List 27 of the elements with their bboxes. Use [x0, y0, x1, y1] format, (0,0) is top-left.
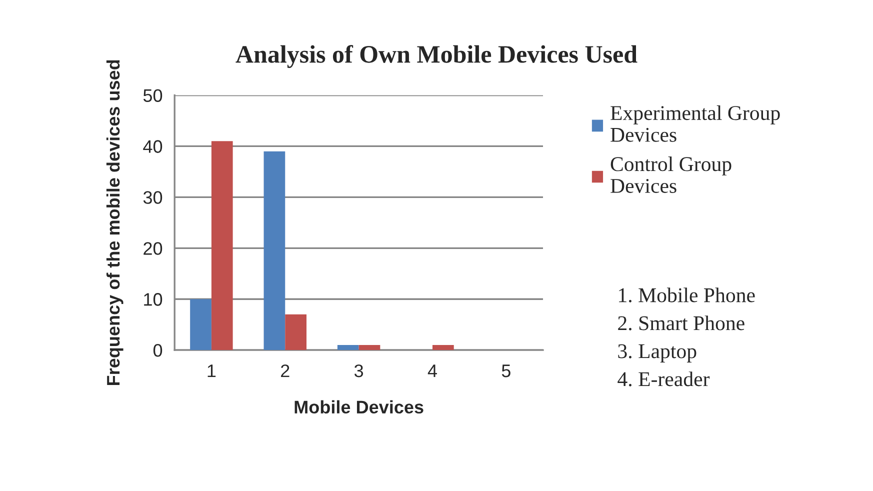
- text: 2. Smart Phone: [618, 316, 744, 330]
- text: 1. Mobile Phone: [619, 288, 755, 302]
- text: 3. Laptop: [618, 344, 696, 362]
- x-tick-label: 2: [281, 364, 290, 378]
- bar: [285, 314, 306, 350]
- text: 4. E-reader: [618, 372, 710, 386]
- x-tick-label: 5: [502, 364, 510, 378]
- y-tick-label: 30: [143, 191, 162, 204]
- y-tick-label: 10: [144, 293, 162, 306]
- x-tick-label: 4: [428, 364, 437, 378]
- x-axis-title: Mobile Devices: [294, 400, 424, 414]
- bar: [432, 344, 454, 350]
- x-tick-label: 1: [208, 364, 216, 378]
- y-tick-label: 40: [143, 140, 162, 153]
- y-tick-label: 20: [144, 242, 162, 255]
- bar: [337, 344, 359, 350]
- bar: [358, 344, 380, 350]
- legend-label: Experimental Group Devices: [610, 105, 780, 142]
- bar: [264, 151, 286, 350]
- x-tick-label: 3: [354, 364, 364, 378]
- bar: [211, 141, 233, 350]
- bar: [190, 299, 212, 350]
- legend-label: Control Group Devices: [610, 156, 732, 193]
- y-tick-label: 50: [143, 89, 162, 102]
- y-axis-title: Frequency of the mobile devices used: [106, 60, 124, 385]
- chart-title: Analysis of Own Mobile Devices Used: [236, 44, 638, 68]
- y-tick-label: 0: [153, 344, 162, 357]
